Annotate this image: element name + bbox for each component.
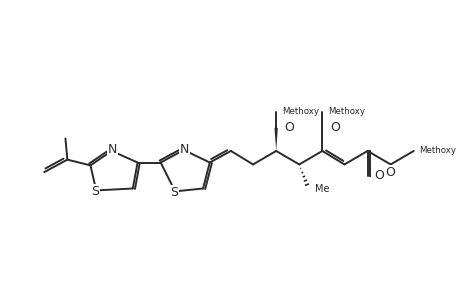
Text: Methoxy: Methoxy [281,107,318,116]
Text: O: O [283,122,293,134]
Polygon shape [274,128,277,151]
Text: Methoxy: Methoxy [327,107,364,116]
Text: O: O [329,122,339,134]
Text: N: N [179,142,189,155]
Text: Methoxy: Methoxy [419,146,455,155]
Text: O: O [385,167,395,179]
Text: Me: Me [314,184,329,194]
Text: S: S [170,186,178,199]
Text: N: N [108,143,117,157]
Text: O: O [374,169,383,182]
Text: S: S [91,185,99,198]
